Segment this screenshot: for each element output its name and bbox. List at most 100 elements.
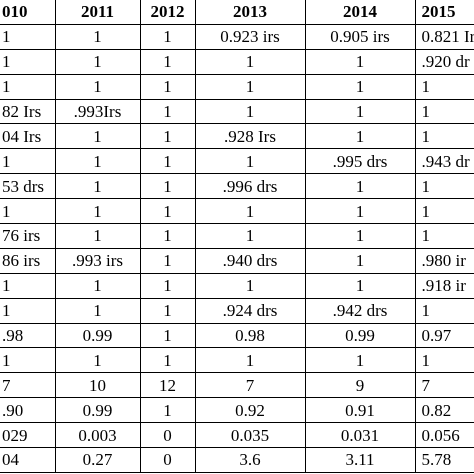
table-cell: 1	[0, 148, 56, 175]
table-cell: 76 irs	[0, 223, 56, 249]
table-cell: .995 drs	[304, 148, 416, 175]
table-cell: .918 ir	[414, 272, 474, 299]
table-row: 04 Irs 1 1.928 Irs 1 1	[0, 123, 474, 150]
table-cell: 1	[0, 272, 56, 299]
table-cell: 0.905 irs	[304, 23, 416, 50]
table-cell: 1	[414, 173, 474, 200]
table-cell: 1	[414, 347, 474, 374]
table-cell: 1	[194, 148, 306, 175]
table-cell: 7	[0, 372, 56, 399]
table-cell: 0.91	[304, 397, 416, 424]
table-cell: 1	[139, 322, 196, 349]
table-cell: 1	[139, 98, 196, 125]
table-cell: 1	[139, 23, 196, 50]
table-cell: 0.035	[194, 422, 306, 449]
table-cell: 10	[54, 372, 141, 399]
table-cell: 1	[0, 198, 56, 225]
table-cell: 0.98	[194, 322, 306, 349]
table-cell: 0.99	[304, 322, 416, 349]
table-cell: 1	[304, 198, 416, 225]
table-cell: 82 Irs	[0, 98, 56, 125]
table-cell: .90	[0, 397, 56, 424]
table-row: 7 10 12 7 9 7	[0, 372, 474, 399]
table-cell: 3.6	[194, 447, 306, 473]
table-cell: 0.92	[194, 397, 306, 424]
table-cell: .98	[0, 322, 56, 349]
table-row: 82 Irs .993Irs 1 1 1 1	[0, 98, 474, 125]
table-cell: .924 drs	[194, 297, 306, 324]
table-cell: 1	[139, 272, 196, 299]
table-cell: 9	[304, 372, 416, 399]
table-cell: 1	[0, 347, 56, 374]
table-cell: 3.11	[304, 447, 416, 473]
table-cell: 1	[54, 297, 141, 324]
table-cell: 1	[139, 223, 196, 249]
table-cell: 1	[54, 173, 141, 200]
table-cell: 1	[0, 297, 56, 324]
table-row: 1 1 1 1 1.920 dr	[0, 48, 474, 75]
table-cell: 86 irs	[0, 247, 56, 274]
table-cell: 7	[194, 372, 306, 399]
header-cell: 2015	[414, 0, 474, 25]
table-row: 76 irs 1 1 1 1 1	[0, 223, 474, 249]
table-cell: 1	[304, 73, 416, 100]
table-cell: 1	[304, 48, 416, 75]
table-cell: 0.923 irs	[194, 23, 306, 50]
header-cell: 010	[0, 0, 56, 25]
table-cell: 1	[139, 397, 196, 424]
table-cell: 1	[194, 48, 306, 75]
table-cell: .996 drs	[194, 173, 306, 200]
table-cell: 0.056	[414, 422, 474, 449]
table-cell: 1	[139, 347, 196, 374]
table-cell: 1	[194, 98, 306, 125]
table-cell: .980 ir	[414, 247, 474, 274]
table-cell: 1	[304, 223, 416, 249]
table-cell: 1	[304, 272, 416, 299]
header-cell: 2013	[194, 0, 306, 25]
table-cell: 0.99	[54, 322, 141, 349]
table-cell: 1	[304, 247, 416, 274]
table-cell: .928 Irs	[194, 123, 306, 150]
table-cell: 1	[194, 272, 306, 299]
table-cell: 1	[0, 23, 56, 50]
table-cell: 1	[0, 73, 56, 100]
table-cell: 1	[194, 347, 306, 374]
table-cell: 0.97	[414, 322, 474, 349]
table-cell: 029	[0, 422, 56, 449]
table-row: 53 drs 1 1.996 drs 1 1	[0, 173, 474, 200]
table-cell: 1	[54, 347, 141, 374]
table-cell: 1	[139, 247, 196, 274]
table-cell: 0.821 Ir	[414, 23, 474, 50]
table-row: 1 1 1 1 1.918 ir	[0, 272, 474, 299]
table-cell: .993Irs	[54, 98, 141, 125]
table-cell: 1	[304, 173, 416, 200]
table-row: 86 irs .993 irs 1.940 drs 1.980 ir	[0, 247, 474, 274]
table-cell: 1	[139, 198, 196, 225]
table-row: .90 0.99 1 0.92 0.91 0.82	[0, 397, 474, 424]
table-cell: 1	[139, 173, 196, 200]
table-cell: .943 dr	[414, 148, 474, 175]
table-cell: 5.78	[414, 447, 474, 473]
table-cell: .993 irs	[54, 247, 141, 274]
table-cell: 0.003	[54, 422, 141, 449]
table-cell: 1	[139, 148, 196, 175]
table-cell: 0.99	[54, 397, 141, 424]
table-cell: 04	[0, 447, 56, 473]
table-cell: 0.82	[414, 397, 474, 424]
table-cell: .920 dr	[414, 48, 474, 75]
table-cell: 1	[139, 123, 196, 150]
table-cell: 1	[414, 123, 474, 150]
table-cell: 1	[54, 123, 141, 150]
table-cell: 1	[414, 297, 474, 324]
header-cell: 2012	[139, 0, 196, 25]
table-cell: 1	[54, 73, 141, 100]
table-cell: 1	[54, 48, 141, 75]
table-cell: 1	[139, 297, 196, 324]
table-cell: 1	[194, 198, 306, 225]
table-cell: 12	[139, 372, 196, 399]
table-cell: 1	[0, 48, 56, 75]
table-cell: 1	[54, 272, 141, 299]
